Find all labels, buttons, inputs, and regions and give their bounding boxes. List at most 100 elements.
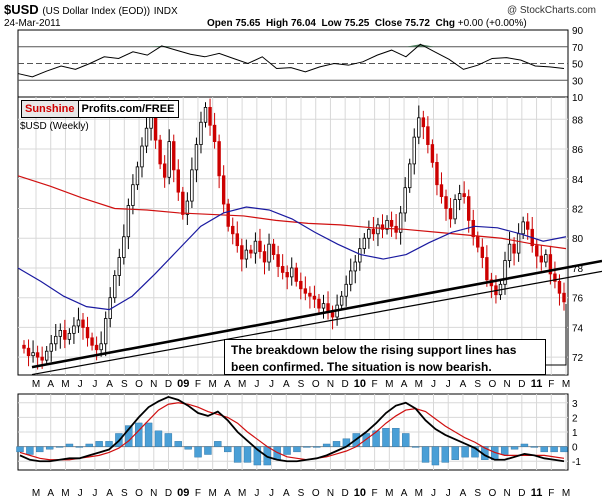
candle-body <box>85 327 90 339</box>
x-tick-label: 09 <box>177 487 189 499</box>
x-tick-label: S <box>121 488 128 499</box>
candle-body <box>235 233 239 247</box>
x-tick-label: 10 <box>354 487 366 499</box>
candle-body <box>49 343 53 352</box>
candle-body <box>562 292 566 303</box>
rsi-tick-label: 10 <box>572 93 584 104</box>
x-tick-label: S <box>474 379 481 390</box>
x-tick-label: 11 <box>531 378 543 390</box>
macd-histogram-bar <box>204 446 212 455</box>
candle-body <box>140 145 144 168</box>
x-tick-label: A <box>47 379 54 390</box>
copyright: @ StockCharts.com <box>506 5 596 16</box>
macd-histogram-bar <box>154 430 163 447</box>
candle-body <box>389 219 394 227</box>
x-tick-label: J <box>78 379 83 390</box>
x-tick-label: F <box>372 488 378 499</box>
candle-body <box>439 184 444 198</box>
macd-histogram-bar <box>233 446 242 463</box>
candle-body <box>444 196 448 209</box>
low-value: 75.25 <box>344 18 370 29</box>
ma200-line <box>17 175 567 250</box>
x-tick-label: N <box>327 379 334 390</box>
price-tick-label: 88 <box>572 115 584 126</box>
x-tick-label: A <box>460 379 467 390</box>
candle-body <box>253 240 258 254</box>
x-tick-label: 09 <box>177 378 189 390</box>
candle-body <box>380 224 385 230</box>
x-tick-label: O <box>135 488 143 499</box>
chart-title: $USD (US Dollar Index (EOD)) INDX <box>4 2 178 17</box>
x-tick-label: O <box>488 488 496 499</box>
candle-body <box>353 261 357 272</box>
candle-body <box>190 169 194 202</box>
x-tick-label: M <box>238 379 246 390</box>
candle-body <box>485 257 489 281</box>
macd-histogram-bar <box>55 446 64 448</box>
candle-body <box>453 199 457 220</box>
branding-badge[interactable]: Sunshine Profits.com/FREE <box>21 100 180 118</box>
macd-histogram-bar <box>105 441 113 447</box>
candle-body <box>167 141 171 178</box>
candle-body <box>462 193 466 198</box>
candle-body <box>290 267 294 278</box>
candle-body <box>212 124 217 142</box>
price-tick-label: 72 <box>572 353 584 364</box>
candle-body <box>480 246 485 258</box>
macd-line <box>19 395 565 463</box>
macd-histogram-bar <box>382 428 390 447</box>
candle-body <box>63 330 67 340</box>
x-tick-label: N <box>503 488 510 499</box>
candle-body <box>457 193 462 200</box>
annotation-line-1: The breakdown below the rising support l… <box>231 343 517 357</box>
candle-body <box>103 318 108 345</box>
x-tick-label: F <box>195 379 201 390</box>
candle-body <box>267 243 271 263</box>
macd-histogram-bar <box>36 446 44 453</box>
candle-body <box>113 274 117 299</box>
x-tick-label: A <box>47 488 54 499</box>
ticker-exchange: INDX <box>153 6 178 17</box>
x-tick-label: A <box>401 379 408 390</box>
macd-histogram-bar <box>392 428 400 447</box>
candle-body <box>158 139 162 165</box>
candle-body <box>35 352 40 358</box>
x-tick-label: D <box>518 488 525 499</box>
candle-body <box>199 121 203 145</box>
x-tick-label: J <box>269 379 274 390</box>
rsi-overbought-fill <box>18 44 564 47</box>
x-tick-label: F <box>195 488 201 499</box>
annotation-pointer <box>546 304 567 366</box>
x-tick-label: D <box>518 379 525 390</box>
x-tick-label: N <box>327 488 334 499</box>
macd-histogram-bar <box>313 446 321 448</box>
macd-histogram-bar <box>243 446 252 463</box>
candle-body <box>376 224 380 235</box>
candle-body <box>521 221 525 235</box>
candle-body <box>321 303 326 309</box>
macd-histogram-bar <box>550 446 558 453</box>
candle-body <box>76 319 81 327</box>
candle-body <box>303 288 308 294</box>
candle-body <box>330 312 335 318</box>
candle-body <box>426 126 430 145</box>
candle-body <box>471 219 475 238</box>
candle-body <box>58 330 63 337</box>
candle-body <box>176 169 180 193</box>
price-tick-label: 74 <box>572 323 584 334</box>
x-tick-label: S <box>298 488 305 499</box>
candle-body <box>408 163 412 189</box>
x-tick-label: D <box>165 488 172 499</box>
candle-body <box>535 245 539 257</box>
high-label: High <box>265 18 289 29</box>
candle-body <box>217 141 221 177</box>
macd-histogram-bar <box>174 441 182 447</box>
macd-histogram-bar <box>253 446 262 466</box>
candle-body <box>403 187 407 214</box>
brand-profits: Profits.com/FREE <box>81 103 175 115</box>
x-tick-label: 11 <box>531 487 543 499</box>
ohlc-readout: Open 75.65 High 76.04 Low 75.25 Close 75… <box>207 18 527 29</box>
macd-histogram-bar <box>214 441 222 447</box>
candle-body <box>208 107 212 126</box>
